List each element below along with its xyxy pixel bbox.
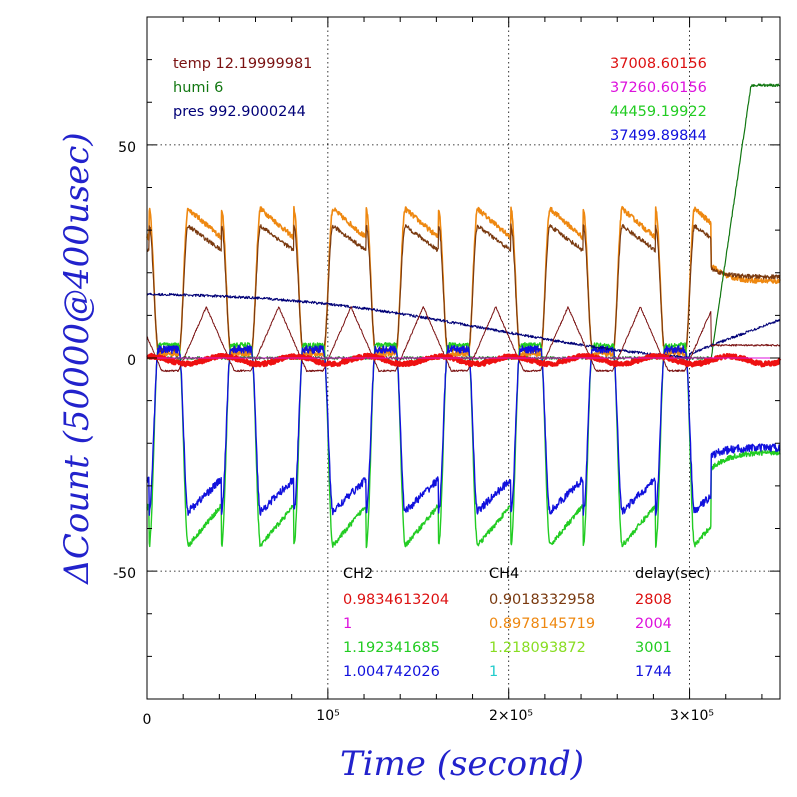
coef-r3-ch4: 1 <box>489 664 498 680</box>
series-layer <box>146 83 782 549</box>
x-axis-title: Time (second) <box>340 744 584 784</box>
series-maroon-line <box>147 306 781 373</box>
x-tick-label-0: 0 <box>143 712 152 728</box>
base-count-3: 37499.89844 <box>610 128 707 144</box>
coef-r1-delay: 2004 <box>635 616 672 632</box>
base-count-legend: 37008.60156 37260.60156 44459.19922 3749… <box>610 56 707 144</box>
base-count-2: 44459.19922 <box>610 104 707 120</box>
coef-r2-ch4: 1.218093872 <box>489 640 586 656</box>
coef-r2-ch2: 1.192341685 <box>343 640 440 656</box>
coef-r0-ch2: 0.9834613204 <box>343 592 449 608</box>
y-axis-title: ΔCount (50000@400usec) <box>57 132 97 585</box>
x-tick-label-1e5: 10⁵ <box>316 708 339 724</box>
series-brown-line <box>146 223 781 353</box>
coef-r0-ch4: 0.9018332958 <box>489 592 595 608</box>
coef-header-ch4: CH4 <box>489 566 519 582</box>
coef-r0-delay: 2808 <box>635 592 672 608</box>
coefficient-table: CH2 CH4 delay(sec) 0.9834613204 0.901833… <box>343 566 710 680</box>
series-navy-line <box>146 292 781 360</box>
x-tick-label-2e5: 2×10⁵ <box>489 708 533 724</box>
coef-r3-delay: 1744 <box>635 664 672 680</box>
coef-r1-ch4: 0.8978145719 <box>489 616 595 632</box>
series-red-line <box>146 352 782 368</box>
series-orange-line <box>146 205 781 358</box>
coef-header-ch2: CH2 <box>343 566 373 582</box>
x-tick-label-3e5: 3×10⁵ <box>670 708 714 724</box>
base-count-0: 37008.60156 <box>610 56 707 72</box>
y-tick-labels: 50 0 -50 <box>113 140 136 582</box>
base-count-1: 37260.60156 <box>610 80 707 96</box>
y-tick-label-50: 50 <box>118 140 136 156</box>
coef-header-delay: delay(sec) <box>635 566 710 582</box>
pres-label: pres 992.9000244 <box>173 104 306 120</box>
coef-r2-delay: 3001 <box>635 640 672 656</box>
y-tick-label-neg50: -50 <box>113 566 136 582</box>
environment-legend: temp 12.19999981 humi 6 pres 992.9000244 <box>173 56 312 120</box>
temp-label: temp 12.19999981 <box>173 56 312 72</box>
coef-r1-ch2: 1 <box>343 616 352 632</box>
humi-label: humi 6 <box>173 80 223 96</box>
series-darkgreen-line <box>146 83 781 360</box>
tick-marks <box>146 16 780 700</box>
x-tick-labels: 0 10⁵ 2×10⁵ 3×10⁵ <box>143 708 715 728</box>
series-green-line <box>146 342 781 549</box>
y-tick-label-0: 0 <box>127 353 136 369</box>
coef-r3-ch2: 1.004742026 <box>343 664 440 680</box>
